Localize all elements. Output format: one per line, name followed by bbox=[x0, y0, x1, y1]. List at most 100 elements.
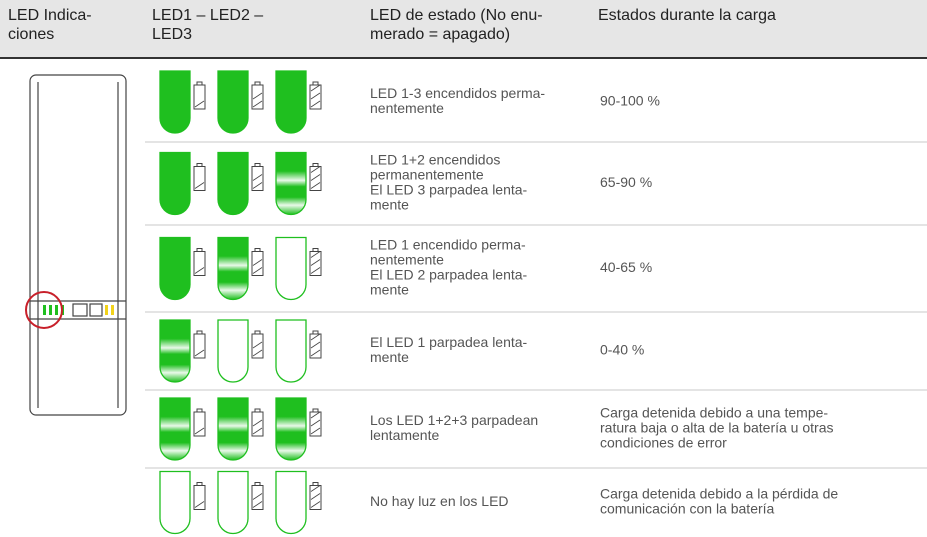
battery-icon bbox=[193, 251, 206, 276]
battery-cap bbox=[254, 248, 261, 252]
status-text: El LED 3 parpadea lenta- bbox=[370, 182, 528, 198]
battery-level bbox=[252, 100, 263, 108]
status-text: mente bbox=[370, 197, 409, 213]
header-text: LED de estado (No enu- bbox=[370, 7, 543, 24]
led bbox=[217, 397, 249, 461]
battery-icon bbox=[251, 166, 264, 191]
battery-level bbox=[310, 259, 321, 266]
status-text: nentemente bbox=[370, 100, 444, 116]
led bbox=[159, 397, 191, 461]
battery-level bbox=[194, 100, 205, 108]
battery-cap bbox=[196, 408, 203, 413]
charge-text: 65-90 % bbox=[600, 174, 652, 190]
battery-level bbox=[310, 349, 321, 357]
battery-level bbox=[310, 419, 321, 427]
battery-level bbox=[194, 182, 205, 189]
led bbox=[159, 151, 191, 216]
led bbox=[275, 70, 307, 134]
header-text: LED3 bbox=[152, 26, 192, 43]
battery-level bbox=[252, 174, 263, 181]
battery-icon bbox=[309, 166, 322, 191]
battery-cap bbox=[312, 408, 319, 413]
battery-icon bbox=[309, 84, 322, 110]
battery-level bbox=[252, 341, 263, 349]
led bbox=[159, 470, 191, 535]
battery-cap bbox=[196, 248, 203, 252]
battery-level bbox=[252, 349, 263, 357]
battery-icon bbox=[251, 485, 264, 510]
led bbox=[159, 70, 191, 134]
battery-level bbox=[310, 84, 321, 92]
charge-text: ratura baja o alta de la batería u otras bbox=[600, 420, 833, 436]
led bbox=[275, 236, 307, 301]
battery-icon bbox=[309, 251, 322, 276]
charge-text: Carga detenida debido a una tempe- bbox=[600, 405, 828, 421]
battery-cap bbox=[254, 482, 261, 486]
battery-level bbox=[252, 259, 263, 266]
status-text: permanentemente bbox=[370, 167, 484, 183]
battery-cap bbox=[312, 248, 319, 252]
battery-level bbox=[194, 267, 205, 274]
status-text: mente bbox=[370, 349, 409, 365]
battery-level bbox=[310, 267, 321, 274]
status-text: LED 1+2 encendidos bbox=[370, 152, 500, 168]
battery-icon bbox=[309, 333, 322, 359]
led bbox=[275, 319, 307, 383]
battery-level bbox=[310, 427, 321, 435]
battery-level bbox=[194, 349, 205, 357]
battery-level bbox=[194, 501, 205, 508]
battery-cap bbox=[254, 163, 261, 167]
battery-level bbox=[252, 182, 263, 189]
status-text: El LED 2 parpadea lenta- bbox=[370, 267, 528, 283]
led bbox=[159, 236, 191, 301]
header-bg bbox=[0, 0, 927, 58]
battery-cap bbox=[312, 81, 319, 86]
charge-text: 40-65 % bbox=[600, 259, 652, 275]
battery-icon bbox=[309, 485, 322, 510]
charge-text: condiciones de error bbox=[600, 435, 727, 451]
battery-level bbox=[310, 501, 321, 508]
battery-level bbox=[310, 493, 321, 500]
status-text: lentamente bbox=[370, 427, 439, 443]
battery-level bbox=[310, 174, 321, 181]
charge-text: Carga detenida debido a la pérdida de bbox=[600, 486, 838, 502]
led bbox=[275, 151, 307, 216]
led bbox=[275, 470, 307, 535]
battery-icon bbox=[193, 485, 206, 510]
battery-level bbox=[252, 92, 263, 100]
battery-icon bbox=[193, 84, 206, 110]
led bbox=[217, 151, 249, 216]
status-text: No hay luz en los LED bbox=[370, 493, 509, 509]
device-leds bbox=[25, 291, 114, 329]
battery-level bbox=[252, 501, 263, 508]
charge-text: 0-40 % bbox=[600, 342, 644, 358]
battery-icon bbox=[251, 333, 264, 359]
battery-level bbox=[310, 100, 321, 108]
header-text: Estados durante la carga bbox=[598, 7, 776, 24]
battery-icon bbox=[193, 333, 206, 359]
battery-level bbox=[252, 427, 263, 435]
battery-level bbox=[310, 485, 321, 492]
header-text: merado = apagado) bbox=[370, 26, 510, 43]
status-text: nentemente bbox=[370, 252, 444, 268]
battery-level bbox=[252, 267, 263, 274]
battery-cap bbox=[312, 330, 319, 335]
status-text: LED 1 encendido perma- bbox=[370, 237, 526, 253]
battery-cap bbox=[254, 408, 261, 413]
status-text: Los LED 1+2+3 parpadean bbox=[370, 412, 538, 428]
led bbox=[217, 319, 249, 383]
battery-icon bbox=[251, 411, 264, 437]
battery-cap bbox=[196, 330, 203, 335]
battery-cap bbox=[196, 163, 203, 167]
battery-level bbox=[310, 333, 321, 341]
battery-level bbox=[194, 427, 205, 435]
charge-text: 90-100 % bbox=[600, 93, 660, 109]
battery-level bbox=[310, 251, 321, 258]
status-text: mente bbox=[370, 282, 409, 298]
led bbox=[217, 70, 249, 134]
header-text: LED1 – LED2 – bbox=[152, 7, 263, 24]
header-text: LED Indica- bbox=[8, 7, 92, 24]
battery-level bbox=[310, 341, 321, 349]
battery-level bbox=[252, 419, 263, 427]
